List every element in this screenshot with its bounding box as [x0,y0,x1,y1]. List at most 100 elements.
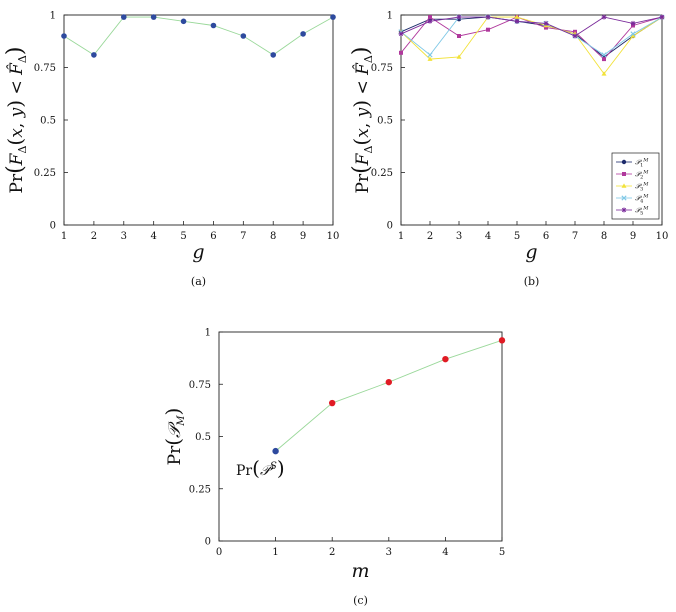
data-point [120,14,127,20]
data-point-P5M [630,20,636,26]
data-point-P2M [399,50,403,55]
x-tick-label: 3 [386,547,392,558]
y-axis-label: Pr(FΔ(x, y) < F̂Δ) [3,47,29,194]
x-tick-label: 3 [456,231,462,242]
y-tick-label: 0 [387,221,393,232]
x-tick-label: 5 [499,547,505,558]
y-tick-label: 0.75 [189,380,211,391]
data-point [329,399,336,407]
data-point-P5M [543,20,549,26]
x-tick-label: 7 [240,231,246,242]
x-tick-label: 2 [91,231,97,242]
data-point-P3M [630,33,636,38]
plot-frame [63,14,334,226]
x-tick-label: 2 [329,547,335,558]
series-line [275,339,503,452]
x-tick-label: 5 [514,231,520,242]
data-point-P4M [427,52,433,58]
data-point-P3M [456,54,462,59]
series-line [63,16,334,56]
y-tick-label: 0.5 [40,116,56,127]
legend-entry-P3M: 𝒫3M [635,182,649,193]
data-point-P5M [398,31,404,37]
y-tick-label: 0.75 [34,63,56,74]
plot-frame [218,331,503,542]
legend-marker [621,195,627,201]
x-tick-label: 2 [427,231,433,242]
y-tick-label: 0.75 [371,63,393,74]
x-tick-label: 8 [601,231,607,242]
data-point [385,378,392,386]
legend-entry-P1M: 𝒫1M [635,158,649,169]
data-point [180,18,187,25]
y-axis-label: Pr(𝒫M) [161,408,187,466]
x-tick-label: 4 [442,547,448,558]
data-point [498,337,506,344]
data-point-P2M [428,15,432,20]
x-tick-label: 10 [327,231,340,242]
data-point [61,33,67,39]
y-tick-label: 0.5 [377,116,393,127]
data-point [330,14,336,20]
data-point-P5M [572,33,578,39]
x-axis-label: m [351,560,369,582]
x-tick-label: 6 [210,231,216,242]
data-point-P3M [427,56,433,61]
x-tick-label: 4 [485,231,491,242]
data-point-P5M [514,18,520,24]
data-point-P5M [456,14,462,20]
data-point-P2M [486,27,490,32]
panel-caption: (c) [353,594,368,607]
data-point-P2M [544,25,548,30]
x-tick-label: 10 [656,231,669,242]
data-point-P5M [659,14,665,20]
x-axis-label: g [525,241,537,263]
x-tick-label: 1 [398,231,404,242]
data-point-P4M [630,31,636,37]
x-tick-label: 0 [216,547,222,558]
y-tick-label: 0 [205,537,211,548]
y-tick-label: 0 [50,221,56,232]
x-axis-label: g [192,241,204,263]
panel-caption: (a) [191,275,206,288]
data-point-P5M [427,18,433,24]
data-point-P5M [601,14,607,20]
legend-marker [622,172,626,176]
data-point-P3M [601,71,607,76]
x-tick-label: 6 [543,231,549,242]
chart-panel-1: 0 0.25 0.5 0.75 1 1 2 3 4 5 6 7 8 9 10 g Pr(FΔ(x, y) < F… [3,11,339,289]
data-point [150,14,157,20]
y-tick-label: 0.25 [34,168,56,179]
x-tick-label: 9 [630,231,636,242]
x-tick-label: 7 [572,231,578,242]
y-tick-label: 0.25 [189,484,211,495]
series-line-P5M [400,16,663,37]
y-tick-label: 0.5 [195,432,211,443]
data-point-P4M [601,52,607,58]
x-tick-label: 3 [121,231,127,242]
x-tick-label: 8 [270,231,276,242]
x-tick-label: 4 [150,231,156,242]
data-point [270,52,277,58]
data-point-P3M [514,14,520,19]
x-tick-label: 5 [180,231,186,242]
legend-entry-P2M: 𝒫2M [635,170,649,181]
legend-marker [621,159,627,165]
annotation-label: Pr(𝒫S) [236,456,285,480]
data-point [300,31,306,37]
y-tick-label: 0.25 [371,168,393,179]
chart-panel-2: 0 0.25 0.5 0.75 1 1 2 3 4 5 6 7 8 9 10 g Pr(FΔ(x, y) < F… [349,11,668,289]
data-point [91,52,97,58]
y-tick-label: 1 [205,328,211,339]
data-point [210,22,217,29]
y-tick-label: 1 [50,11,56,22]
legend-marker [621,207,627,213]
data-point-P5M [485,14,491,20]
data-point [240,33,247,39]
x-tick-label: 1 [272,547,278,558]
x-tick-label: 1 [61,231,67,242]
y-tick-label: 1 [387,11,393,22]
chart-panel-3: 0 0.25 0.5 0.75 1 0 1 2 3 4 5 m Pr(𝒫M) (c) Pr(𝒫S) [161,328,506,607]
data-point [442,355,449,363]
